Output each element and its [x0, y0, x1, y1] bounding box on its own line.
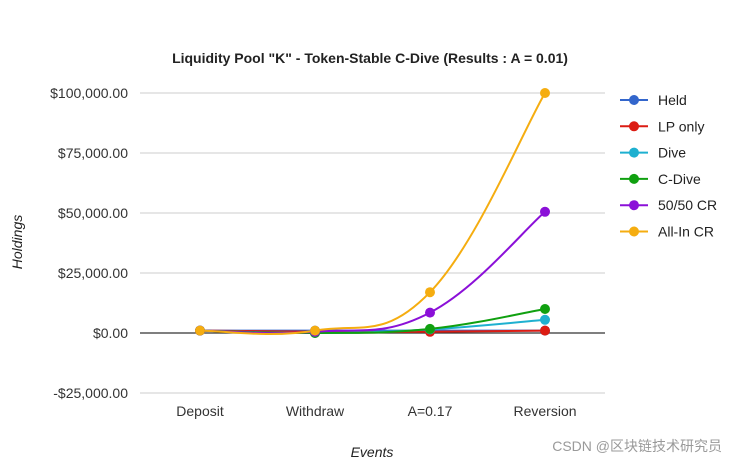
legend-label-lp-only: LP only — [658, 118, 704, 134]
gridlines — [140, 92, 605, 394]
legend-marker-all-in-cr — [629, 226, 639, 237]
watermark: CSDN @区块链技术研究员 — [552, 438, 722, 454]
series-line-all-in-cr — [199, 92, 546, 335]
data-point-all-in-cr — [310, 325, 320, 336]
data-point-dive — [540, 314, 550, 325]
legend-label-dive: Dive — [658, 145, 686, 161]
y-tick-label: $25,000.00 — [58, 265, 128, 281]
legend-marker-dive — [629, 147, 639, 158]
x-tick-label: Reversion — [513, 403, 576, 419]
legend-marker-lp-only — [629, 121, 639, 132]
y-tick-label: $50,000.00 — [58, 205, 128, 221]
data-point-c-dive — [425, 323, 435, 334]
data-point-all-in-cr — [195, 325, 205, 336]
legend-label-held: Held — [658, 92, 687, 108]
legend: Held LP only Dive C-Dive 50/50 CR All-In CR — [620, 92, 717, 240]
data-point-all-in-cr — [425, 287, 435, 298]
data-point-all-in-cr — [540, 88, 550, 98]
legend-label-50-50-cr: 50/50 CR — [658, 197, 717, 213]
x-tick-label: Withdraw — [286, 403, 345, 419]
y-tick-label: $75,000.00 — [58, 145, 128, 161]
legend-label-c-dive: C-Dive — [658, 171, 701, 187]
data-point-lp-only — [540, 325, 550, 336]
x-axis-tick-labels: Deposit Withdraw A=0.17 Reversion — [176, 403, 576, 419]
x-tick-label: A=0.17 — [408, 403, 453, 419]
data-point-50-50-cr — [540, 206, 550, 217]
chart-title: Liquidity Pool "K" - Token-Stable C-Dive… — [172, 50, 568, 66]
legend-marker-held — [629, 95, 639, 105]
data-point-50-50-cr — [425, 307, 435, 318]
series-points — [195, 88, 550, 338]
legend-marker-50-50-cr — [629, 200, 639, 211]
y-tick-label: -$25,000.00 — [53, 385, 128, 401]
y-axis-title: Holdings — [9, 215, 25, 269]
x-tick-label: Deposit — [176, 403, 224, 419]
x-axis-title: Events — [351, 444, 394, 460]
legend-marker-c-dive — [629, 173, 639, 184]
series-lines — [199, 92, 546, 335]
data-point-c-dive — [540, 304, 550, 314]
y-axis-tick-labels: $100,000.00 $75,000.00 $50,000.00 $25,000.0… — [50, 85, 128, 401]
y-tick-label: $100,000.00 — [50, 85, 128, 101]
y-tick-label: $0.00 — [93, 325, 128, 341]
legend-label-all-in-cr: All-In CR — [658, 224, 714, 240]
series-line-50-50-cr — [199, 211, 546, 335]
